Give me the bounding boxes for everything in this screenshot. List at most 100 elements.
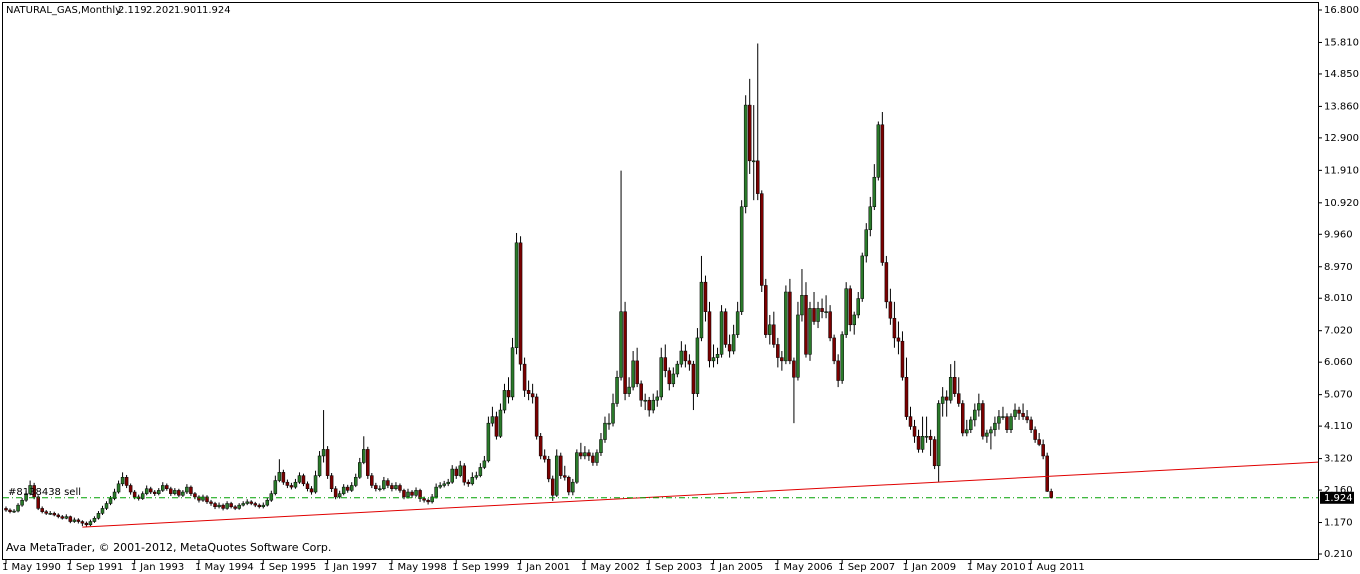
candle-body <box>293 481 298 488</box>
candle-body <box>410 491 414 496</box>
footer: Ava MetaTrader, © 2001-2012, MetaQuotes … <box>6 541 331 554</box>
candle-body <box>430 496 434 503</box>
candle-body <box>297 475 302 483</box>
price-label: 1.924 <box>1324 493 1353 504</box>
y-tick-label: 5.070 <box>1324 390 1353 401</box>
candle-body <box>856 298 860 316</box>
candle-body <box>1001 416 1005 418</box>
candle-body <box>261 504 266 508</box>
candle-body <box>426 499 430 503</box>
candle-body <box>908 416 913 427</box>
candle-body <box>840 334 844 381</box>
candle-body <box>615 377 619 404</box>
candle-body <box>301 475 306 485</box>
candle-body <box>836 360 840 381</box>
candle-body <box>402 490 406 498</box>
candle-body <box>1025 416 1029 421</box>
candle-body <box>932 439 937 467</box>
candle-body <box>337 493 342 498</box>
trend-line <box>82 461 1319 528</box>
candle-body <box>177 490 181 496</box>
candle-body <box>880 124 885 263</box>
candle-body <box>80 521 85 524</box>
close-value: 1.924 <box>202 5 231 16</box>
candle-body <box>993 422 997 430</box>
candle-body <box>450 468 454 483</box>
candle-body <box>952 377 957 394</box>
candle-body <box>181 491 185 496</box>
candle-body <box>152 491 157 494</box>
candle-body <box>667 370 672 385</box>
candle-body <box>755 160 760 194</box>
candle-body <box>120 477 125 485</box>
candle-body <box>679 350 684 365</box>
candle-body <box>462 465 467 483</box>
candle-body <box>599 439 603 453</box>
candle-body <box>707 311 712 362</box>
y-tick-label: 16.800 <box>1324 5 1359 16</box>
candle-body <box>627 386 631 394</box>
candle-body <box>647 399 651 411</box>
candle-body <box>727 344 732 352</box>
candle-body <box>1009 416 1013 430</box>
candle-body <box>36 496 40 509</box>
candle-body <box>832 337 836 362</box>
candle-body <box>382 480 386 489</box>
candle-body <box>876 124 881 178</box>
candle-body <box>643 399 647 402</box>
order-label: #8138438 sell <box>8 487 81 498</box>
candle-body <box>912 426 917 437</box>
candle-body <box>956 393 961 404</box>
candle-body <box>715 354 720 358</box>
candle-body <box>32 485 36 498</box>
candle-body <box>575 452 579 483</box>
x-tick-label: 1 May 1998 <box>388 562 447 573</box>
candle-body <box>470 477 475 485</box>
candle-body <box>96 513 101 519</box>
candle-body <box>313 475 318 493</box>
candle-body <box>502 390 507 411</box>
y-tick-label: 6.060 <box>1324 357 1353 368</box>
candle-body <box>48 513 52 515</box>
x-tick-label: 1 Sep 1995 <box>259 562 316 573</box>
candle-body <box>583 452 587 457</box>
candle-body <box>816 308 820 322</box>
candle-body <box>358 462 362 478</box>
candle-body <box>546 458 551 480</box>
candle-body <box>764 285 768 335</box>
candle-body <box>892 317 897 339</box>
candle-body <box>1045 455 1049 492</box>
candle-body <box>800 295 804 316</box>
candle-body <box>56 514 61 517</box>
candle-body <box>1029 419 1033 430</box>
candle-body <box>788 291 792 362</box>
candle-body <box>1041 444 1045 457</box>
candle-body <box>671 373 676 385</box>
candle-body <box>506 390 511 398</box>
candle-body <box>490 416 495 424</box>
candle-body <box>333 488 338 498</box>
candle-body <box>961 403 965 434</box>
candle-body <box>44 511 48 514</box>
candle-body <box>635 360 639 385</box>
candle-body <box>281 472 286 483</box>
candle-body <box>904 377 909 417</box>
candle-body <box>169 488 173 494</box>
candle-body <box>808 308 812 355</box>
candle-body <box>739 206 744 312</box>
candle-body <box>844 288 848 335</box>
candle-body <box>611 403 615 424</box>
candle-body <box>711 357 716 362</box>
candle-body <box>197 496 201 501</box>
candle-body <box>796 314 800 378</box>
candle-body <box>554 455 559 496</box>
candle-body <box>747 104 752 162</box>
candle-body <box>820 308 824 312</box>
candle-body <box>699 281 704 339</box>
candle-body <box>353 477 358 486</box>
candle-body <box>185 486 189 493</box>
candle-body <box>559 455 563 476</box>
candle-body <box>514 242 519 348</box>
candle-body <box>394 485 398 489</box>
candle-body <box>161 485 165 491</box>
